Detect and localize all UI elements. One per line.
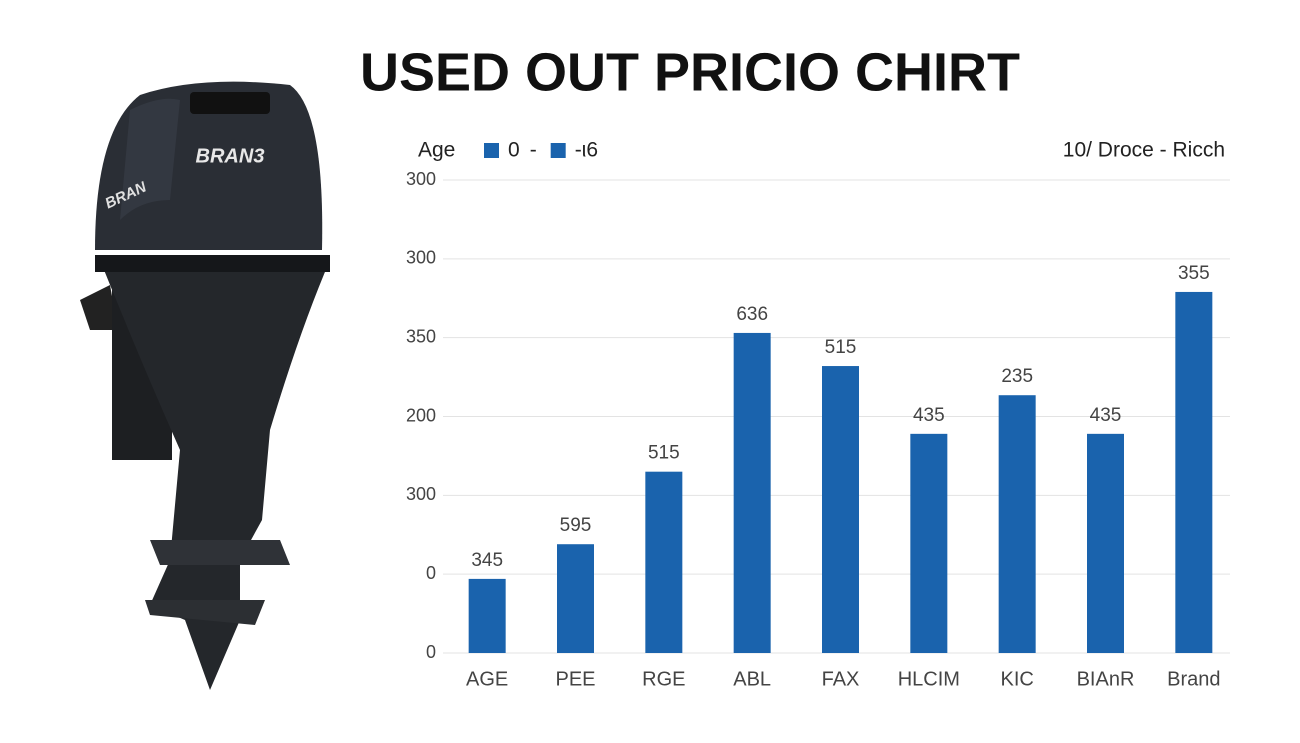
bar [1087, 433, 1124, 653]
bar-label: 345 [471, 550, 503, 571]
y-tick-label: 350 [406, 326, 436, 346]
x-tick-label: FAX [822, 668, 860, 690]
y-tick-label: 300 [406, 169, 436, 189]
bar [998, 395, 1036, 653]
bar-label: 355 [1178, 263, 1210, 284]
y-tick-label: 200 [406, 405, 436, 425]
x-tick-label: Brand [1167, 668, 1220, 690]
x-tick-label: PEE [555, 668, 595, 690]
x-tick-label: RGE [642, 668, 685, 690]
outboard-motor: BRAN3 BRAN [80, 81, 330, 690]
x-tick-label: BIAnR [1077, 668, 1135, 690]
bar [822, 366, 859, 653]
legend-title: Age [418, 139, 455, 162]
chart-subtitle: 10/ Droce - Ricch [1063, 139, 1225, 162]
x-tick-label: HLCIM [898, 668, 960, 690]
y-tick-label: 0 [426, 642, 436, 662]
x-tick-label: KIC [1000, 668, 1033, 690]
bar-label: 435 [913, 405, 945, 426]
bar-label: 636 [736, 304, 768, 325]
cowl-brand: BRAN3 [196, 145, 265, 167]
bar [1175, 291, 1213, 653]
legend-swatch [550, 143, 566, 158]
bar-label: 435 [1090, 405, 1122, 426]
y-tick-label: 300 [406, 248, 436, 268]
y-tick-label: 0 [426, 563, 436, 583]
bar [468, 578, 506, 653]
bar-label: 235 [1001, 366, 1033, 387]
bar-label: 515 [825, 337, 857, 358]
y-tick-label: 300 [406, 484, 436, 504]
x-tick-label: ABL [733, 668, 771, 690]
bar [733, 332, 771, 653]
x-tick-label: AGE [466, 668, 508, 690]
legend-label: -ι6 [575, 139, 598, 162]
bar [910, 433, 948, 653]
bar [645, 471, 683, 653]
bar-label: 515 [648, 443, 680, 464]
legend-separator: - [530, 139, 537, 162]
legend-label: 0 [508, 139, 520, 162]
bar-label: 595 [560, 515, 592, 536]
bar [557, 544, 594, 653]
page-title: USED OUT PRICIO CHIRT [360, 42, 1020, 102]
legend-swatch [484, 143, 499, 158]
